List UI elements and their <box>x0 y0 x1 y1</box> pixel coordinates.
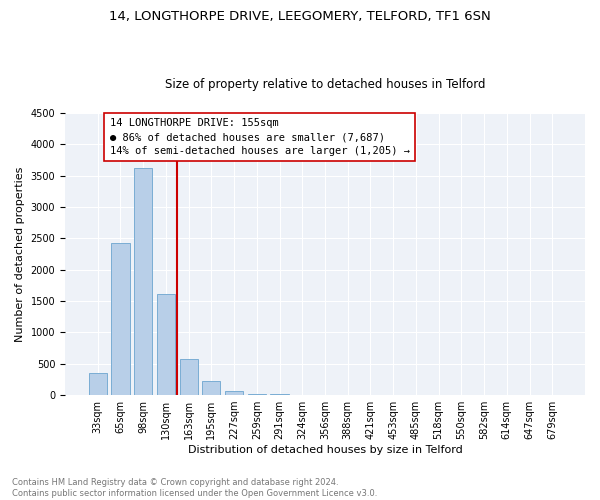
Bar <box>157 294 175 395</box>
Y-axis label: Number of detached properties: Number of detached properties <box>15 166 25 342</box>
Bar <box>179 360 198 395</box>
Bar <box>225 392 243 395</box>
Text: 14 LONGTHORPE DRIVE: 155sqm
● 86% of detached houses are smaller (7,687)
14% of : 14 LONGTHORPE DRIVE: 155sqm ● 86% of det… <box>110 118 410 156</box>
Title: Size of property relative to detached houses in Telford: Size of property relative to detached ho… <box>165 78 485 91</box>
Bar <box>271 394 289 395</box>
Text: 14, LONGTHORPE DRIVE, LEEGOMERY, TELFORD, TF1 6SN: 14, LONGTHORPE DRIVE, LEEGOMERY, TELFORD… <box>109 10 491 23</box>
Bar <box>89 373 107 395</box>
Bar <box>248 394 266 395</box>
Bar <box>112 244 130 395</box>
X-axis label: Distribution of detached houses by size in Telford: Distribution of detached houses by size … <box>188 445 463 455</box>
Bar <box>202 380 220 395</box>
Bar <box>134 168 152 395</box>
Text: Contains HM Land Registry data © Crown copyright and database right 2024.
Contai: Contains HM Land Registry data © Crown c… <box>12 478 377 498</box>
